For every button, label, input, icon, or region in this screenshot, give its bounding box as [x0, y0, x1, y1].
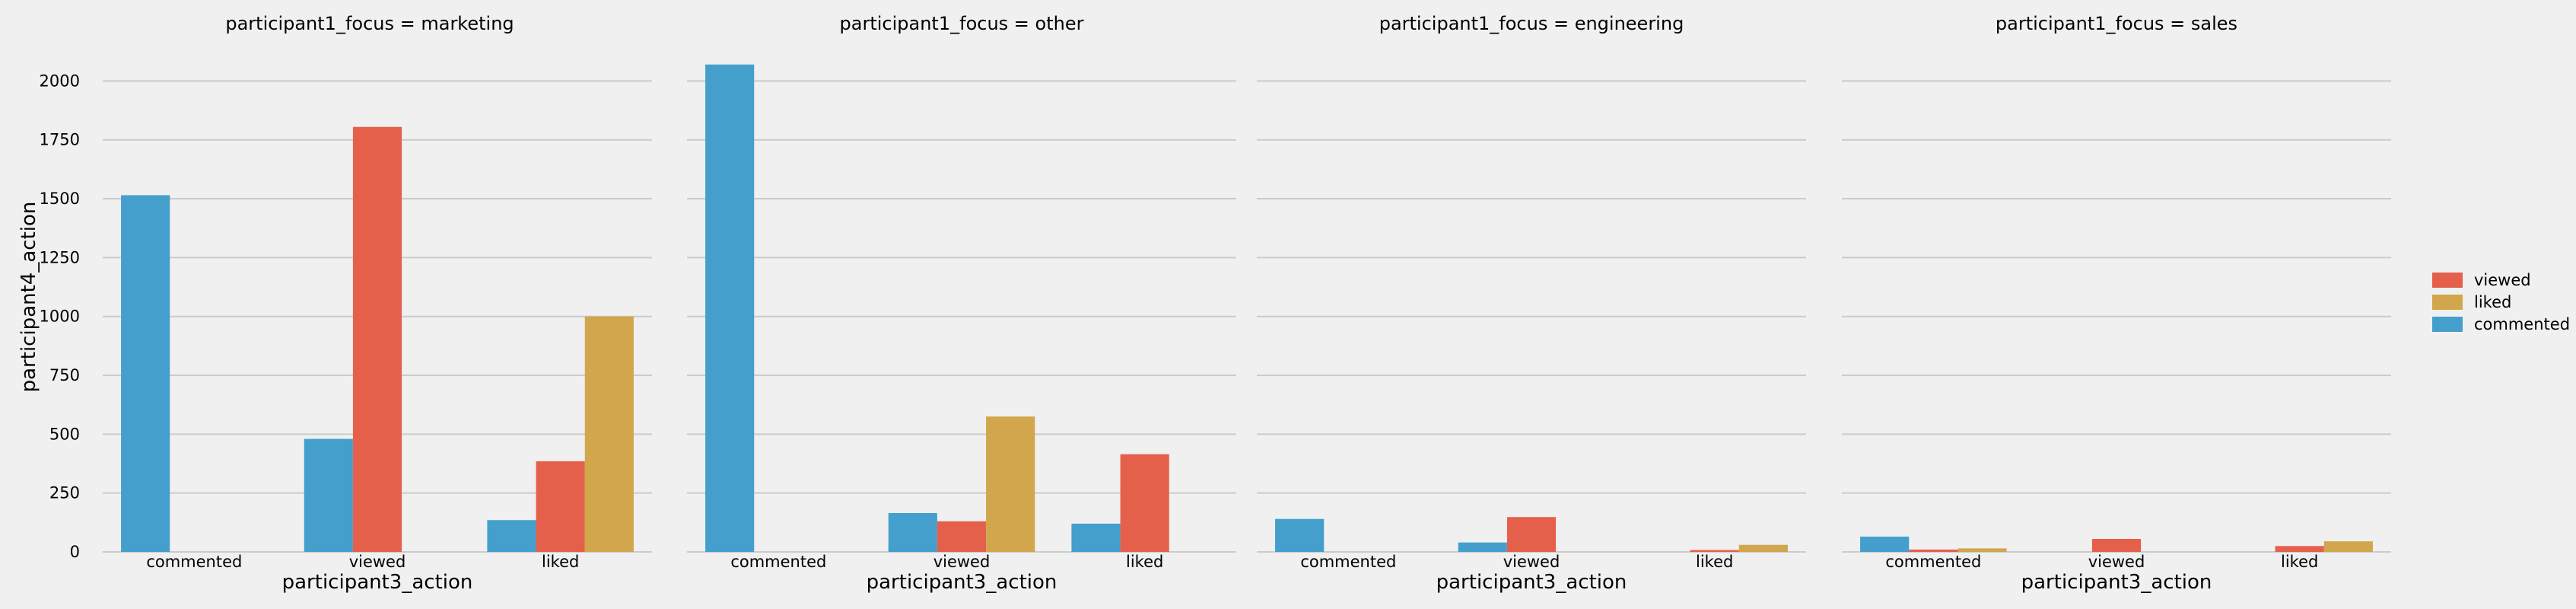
- legend-swatch-viewed: [2432, 273, 2463, 288]
- legend: viewed liked commented: [2432, 271, 2570, 333]
- y-tick-label: 250: [49, 484, 80, 502]
- x-tick-label: commented: [730, 553, 826, 571]
- x-tick-label: liked: [2281, 553, 2318, 571]
- x-tick-label: liked: [542, 553, 579, 571]
- y-tick-label: 1750: [40, 131, 80, 149]
- bar-liked-viewed: [1120, 454, 1169, 552]
- y-tick-label: 0: [70, 543, 80, 561]
- bar-viewed-commented: [888, 512, 937, 552]
- x-axis-label: participant3_action: [2021, 571, 2212, 594]
- y-tick-label: 1000: [40, 308, 80, 326]
- bar-viewed-commented: [1458, 542, 1507, 552]
- bar-liked-commented: [1071, 523, 1121, 552]
- y-tick-label: 500: [49, 425, 80, 443]
- panel-title: participant1_focus = sales: [1996, 13, 2237, 34]
- legend-label-viewed: viewed: [2474, 271, 2531, 289]
- bar-liked-viewed: [536, 461, 585, 552]
- y-tick-label: 750: [49, 366, 80, 384]
- facet-panel: participant1_focus = other commented viewe…: [687, 13, 1236, 594]
- y-tick-label: 1250: [40, 248, 80, 266]
- legend-label-commented: commented: [2474, 315, 2570, 333]
- y-tick-label: 2000: [40, 72, 80, 90]
- x-axis-label: participant3_action: [1436, 571, 1627, 594]
- bar-commented-commented: [1860, 536, 1910, 552]
- bar-commented-viewed: [1909, 549, 1958, 552]
- bar-commented-commented: [1275, 518, 1325, 552]
- x-axis-label: participant3_action: [867, 571, 1057, 594]
- panel-title: participant1_focus = engineering: [1379, 13, 1684, 34]
- bar-viewed-liked: [986, 416, 1035, 552]
- bar-commented-liked: [1957, 548, 2007, 552]
- bar-liked-liked: [584, 316, 634, 552]
- chart-panels: 0 250 500 750 1000 1250 1500 1750 2000 participan…: [40, 13, 2391, 594]
- facet-panel: participant1_focus = sales commented viewe…: [1842, 13, 2391, 594]
- x-tick-label: viewed: [933, 553, 991, 571]
- bar-viewed-viewed: [937, 521, 987, 552]
- y-axis-label: participant4_action: [17, 202, 40, 393]
- x-axis-label: participant3_action: [282, 571, 473, 594]
- x-tick-label: viewed: [349, 553, 406, 571]
- x-tick-label: viewed: [1503, 553, 1560, 571]
- bar-liked-liked: [2323, 541, 2373, 552]
- legend-label-liked: liked: [2474, 293, 2511, 311]
- x-tick-label: liked: [1126, 553, 1163, 571]
- x-tick-label: liked: [1696, 553, 1733, 571]
- x-tick-label: commented: [146, 553, 242, 571]
- facet-panel: participant1_focus = engineering commente…: [1257, 13, 1806, 594]
- bar-viewed-viewed: [352, 126, 402, 553]
- bar-liked-viewed: [1690, 550, 1739, 552]
- panel-title: participant1_focus = marketing: [225, 13, 514, 34]
- bar-viewed-viewed: [1506, 517, 1557, 552]
- bar-viewed-viewed: [2091, 538, 2142, 552]
- facet-panel: 0 250 500 750 1000 1250 1500 1750 2000 participan…: [40, 13, 652, 594]
- bar-liked-commented: [487, 520, 536, 552]
- bar-commented-commented: [121, 195, 170, 552]
- y-tick-label: 1500: [40, 190, 80, 208]
- legend-swatch-liked: [2432, 295, 2463, 310]
- x-tick-label: viewed: [2088, 553, 2145, 571]
- bar-liked-viewed: [2275, 546, 2324, 552]
- panel-title: participant1_focus = other: [840, 13, 1084, 34]
- legend-swatch-commented: [2432, 317, 2463, 332]
- x-tick-label: commented: [1300, 553, 1396, 571]
- bar-liked-liked: [1738, 544, 1788, 552]
- bar-viewed-commented: [304, 438, 353, 552]
- bar-commented-commented: [705, 64, 755, 552]
- x-tick-label: commented: [1885, 553, 1981, 571]
